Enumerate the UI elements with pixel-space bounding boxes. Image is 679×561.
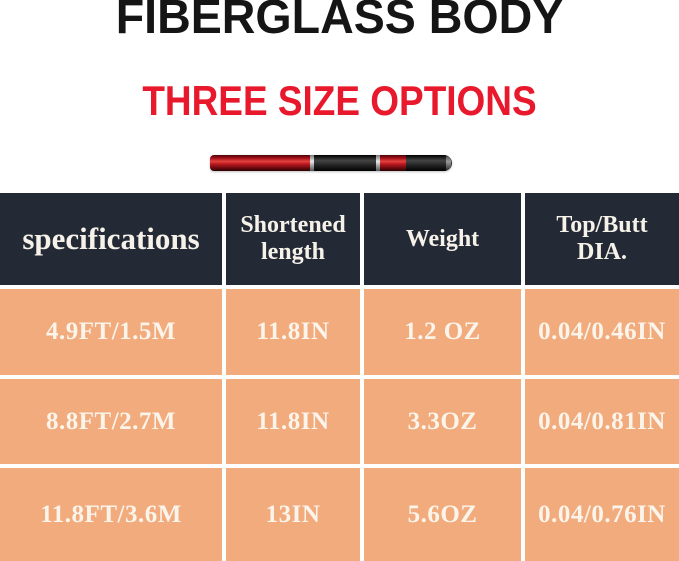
table-cell-size-2-weight: 3.3OZ [364,379,521,464]
table-cell-size-3-spec: 11.8FT/3.6M [0,468,222,561]
table-cell-size-2-shortened-length: 11.8IN [226,379,360,464]
page-subtitle: THREE SIZE OPTIONS [142,77,537,124]
table-cell-size-1-shortened-length: 11.8IN [226,289,360,375]
table-cell-size-2-spec: 8.8FT/2.7M [0,379,222,464]
rod-segment-red-long [210,155,310,171]
rod-joint-ring [310,155,314,171]
table-header-top-butt-dia: Top/Butt DIA. [525,193,679,285]
page-title: FIBERGLASS BODY [115,0,564,44]
table-header-specifications: specifications [0,193,222,285]
rod-joint-ring [376,155,380,171]
spec-table: specifications Shortened length Weight T… [0,193,679,561]
rod-segment-black [314,155,376,171]
product-image-rod [210,155,452,171]
rod-segment-red-short [380,155,406,171]
table-cell-size-1-weight: 1.2 OZ [364,289,521,375]
table-cell-size-3-shortened-length: 13IN [226,468,360,561]
table-cell-size-1-dia: 0.04/0.46IN [525,289,679,375]
rod-butt-cap [406,155,452,171]
table-header-weight: Weight [364,193,521,285]
table-header-shortened-length: Shortened length [226,193,360,285]
table-cell-size-1-spec: 4.9FT/1.5M [0,289,222,375]
table-cell-size-2-dia: 0.04/0.81IN [525,379,679,464]
table-cell-size-3-weight: 5.6OZ [364,468,521,561]
table-cell-size-3-dia: 0.04/0.76IN [525,468,679,561]
